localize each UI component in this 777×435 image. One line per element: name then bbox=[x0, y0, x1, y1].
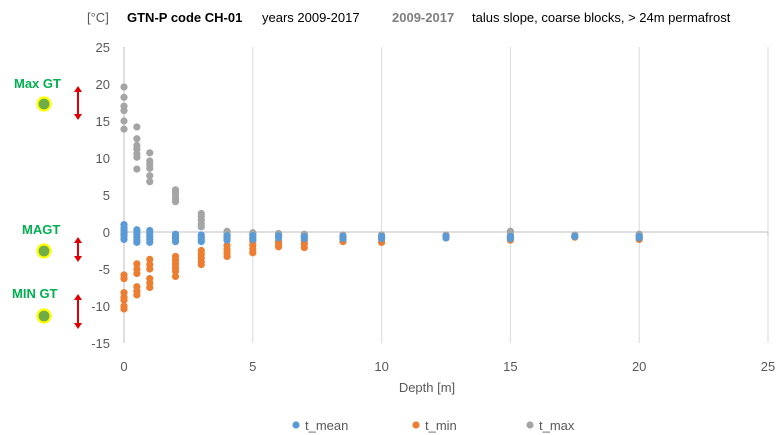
data-point-t_max bbox=[133, 123, 141, 131]
data-point-t_max bbox=[171, 198, 180, 206]
data-point-t_max bbox=[120, 125, 128, 133]
header-years: years 2009-2017 bbox=[262, 10, 360, 25]
data-point-t_min bbox=[146, 265, 154, 273]
x-tick-labels: 0 5 10 15 20 25 bbox=[120, 359, 775, 374]
data-point-t_min bbox=[249, 249, 257, 257]
legend-label-t_mean: t_mean bbox=[305, 418, 348, 433]
data-point-t_max bbox=[133, 165, 141, 173]
data-point-t_mean bbox=[442, 234, 450, 242]
x-tick-label: 25 bbox=[761, 359, 775, 374]
data-point-t_mean bbox=[300, 235, 308, 243]
y-tick-labels: -15 -10 -5 0 5 10 15 20 25 bbox=[91, 40, 110, 351]
x-axis-title: Depth [m] bbox=[399, 380, 455, 395]
data-point-t_min bbox=[133, 260, 141, 268]
data-point-t_max bbox=[120, 117, 128, 125]
data-point-t_mean bbox=[197, 238, 205, 246]
side-markers bbox=[36, 86, 82, 329]
data-point-t_mean bbox=[506, 235, 514, 243]
data-point-t_min bbox=[133, 291, 141, 299]
arrow-mean-head-down bbox=[74, 256, 82, 262]
x-tick-label: 15 bbox=[503, 359, 517, 374]
y-tick-label: -15 bbox=[91, 336, 110, 351]
data-point-t_max bbox=[146, 149, 154, 157]
data-point-t_max bbox=[120, 93, 128, 101]
x-tick-label: 20 bbox=[632, 359, 646, 374]
side-label-mean: MAGT bbox=[22, 222, 60, 237]
arrow-min-head-down bbox=[74, 323, 82, 329]
axes bbox=[123, 47, 769, 343]
marker-mean-dot bbox=[36, 243, 52, 259]
header-code: GTN-P code CH-01 bbox=[127, 10, 242, 25]
data-point-t_mean bbox=[249, 235, 257, 243]
data-point-t_mean bbox=[133, 238, 141, 246]
data-point-t_mean bbox=[171, 238, 180, 246]
y-tick-label: 20 bbox=[96, 77, 110, 92]
header-period: 2009-2017 bbox=[392, 10, 454, 25]
legend-label-t_max: t_max bbox=[539, 418, 575, 433]
legend: t_mean t_min t_max bbox=[292, 418, 575, 433]
data-point-t_mean bbox=[635, 234, 643, 242]
arrow-max-head-down bbox=[74, 114, 82, 120]
legend-marker-t_min bbox=[412, 421, 420, 429]
side-label-min: MIN GT bbox=[12, 286, 58, 301]
data-point-t_min bbox=[300, 243, 308, 252]
data-point-t_min bbox=[120, 275, 128, 283]
data-point-t_mean bbox=[571, 232, 579, 241]
y-tick-label: 0 bbox=[103, 225, 110, 240]
data-point-t_max bbox=[146, 164, 154, 172]
arrow-min-head-up bbox=[74, 294, 82, 300]
data-point-t_min bbox=[171, 272, 180, 280]
y-tick-label: 10 bbox=[96, 151, 110, 166]
x-tick-label: 10 bbox=[374, 359, 388, 374]
data-point-t_max bbox=[133, 153, 141, 161]
data-point-t_mean bbox=[120, 235, 128, 243]
data-point-t_max bbox=[120, 83, 128, 91]
gridlines bbox=[252, 47, 769, 343]
arrow-mean-head-up bbox=[74, 237, 82, 243]
data-point-t_mean bbox=[378, 235, 386, 243]
data-point-t_min bbox=[120, 305, 128, 313]
data-point-t_min bbox=[120, 296, 128, 304]
y-tick-label: 15 bbox=[96, 114, 110, 129]
legend-marker-t_max bbox=[526, 421, 534, 429]
data-point-t_min bbox=[146, 283, 154, 292]
data-point-t_min bbox=[146, 255, 154, 263]
y-tick-label: 5 bbox=[103, 188, 110, 203]
data-point-t_min bbox=[197, 260, 205, 269]
data-point-t_mean bbox=[223, 236, 231, 244]
data-point-t_max bbox=[197, 223, 205, 231]
header-description: talus slope, coarse blocks, > 24m permaf… bbox=[472, 10, 731, 25]
y-tick-label: -10 bbox=[91, 299, 110, 314]
legend-marker-t_mean bbox=[292, 421, 300, 429]
arrow-max-head-up bbox=[74, 86, 82, 92]
data-point-t_max bbox=[120, 107, 128, 115]
data-point-t_mean bbox=[274, 234, 283, 242]
x-tick-label: 0 bbox=[120, 359, 127, 374]
legend-label-t_min: t_min bbox=[425, 418, 457, 433]
data-point-t_min bbox=[171, 267, 180, 275]
marker-min-dot bbox=[36, 308, 52, 324]
data-point-t_mean bbox=[339, 235, 347, 243]
x-tick-label: 5 bbox=[249, 359, 256, 374]
y-tick-label: -5 bbox=[98, 262, 110, 277]
data-points bbox=[120, 83, 643, 313]
data-point-t_min bbox=[223, 252, 231, 261]
side-label-max: Max GT bbox=[14, 76, 61, 91]
data-point-t_mean bbox=[146, 238, 154, 246]
data-point-t_min bbox=[133, 269, 141, 278]
marker-max-dot bbox=[36, 96, 52, 112]
data-point-t_max bbox=[146, 178, 154, 186]
data-point-t_max bbox=[146, 172, 154, 180]
y-tick-label: 25 bbox=[96, 40, 110, 55]
y-unit-label: [°C] bbox=[87, 10, 109, 25]
data-point-t_max bbox=[133, 135, 141, 143]
data-point-t_min bbox=[274, 243, 283, 251]
